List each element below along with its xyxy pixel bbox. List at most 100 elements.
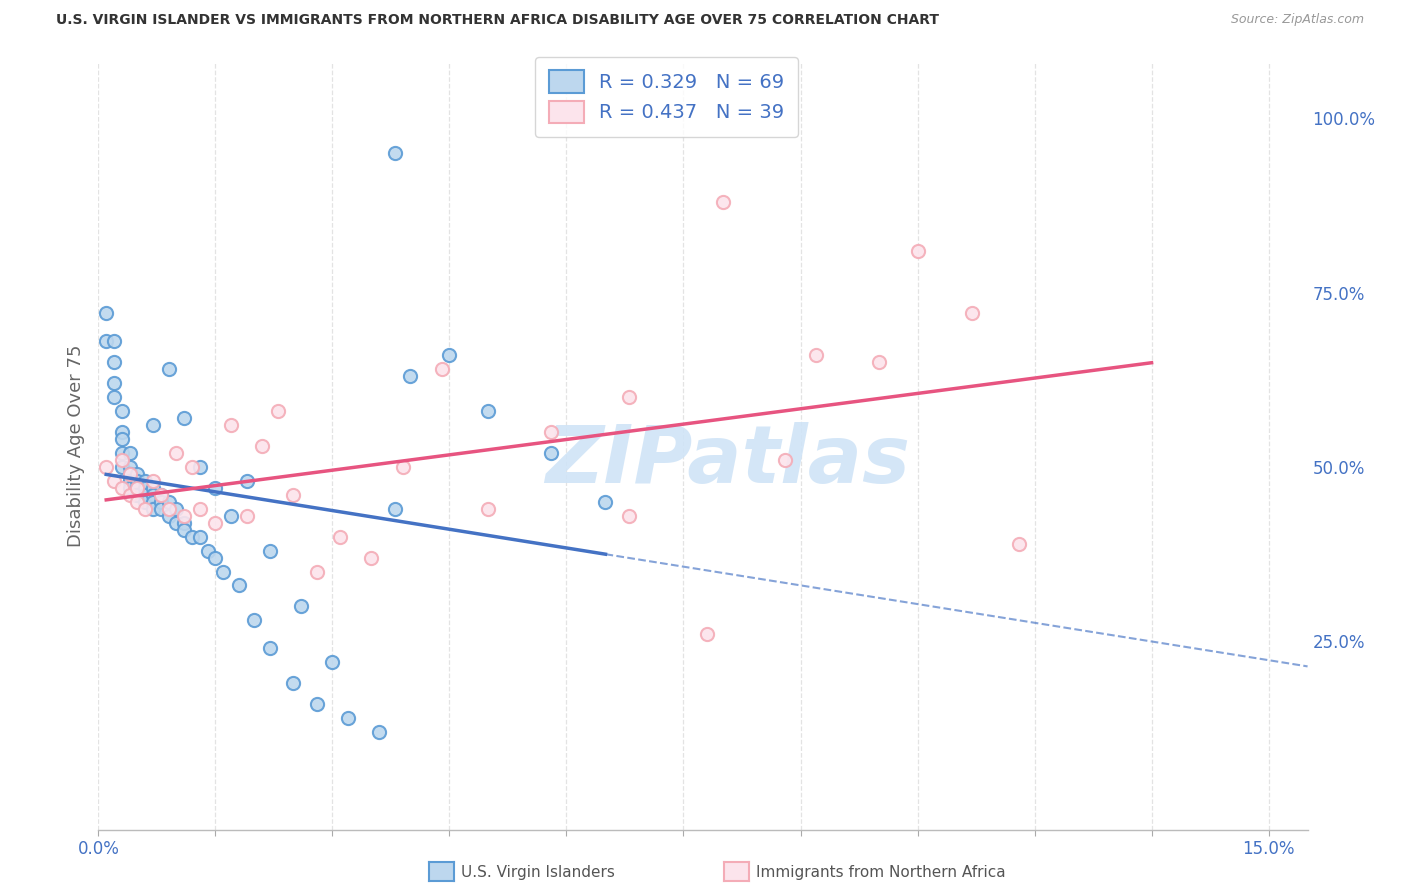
Point bbox=[305, 565, 328, 579]
Point bbox=[118, 488, 141, 502]
Point bbox=[188, 459, 211, 474]
Point bbox=[337, 711, 360, 725]
Point bbox=[134, 495, 156, 509]
Point bbox=[305, 697, 328, 711]
Point bbox=[267, 404, 290, 418]
Point bbox=[157, 501, 180, 516]
Point bbox=[118, 467, 141, 481]
Point bbox=[111, 459, 134, 474]
Point bbox=[252, 439, 274, 453]
Point bbox=[181, 459, 204, 474]
Point bbox=[127, 467, 149, 481]
Point bbox=[96, 306, 118, 320]
Point bbox=[290, 599, 312, 614]
Point bbox=[127, 488, 149, 502]
Point bbox=[96, 459, 118, 474]
Text: U.S. Virgin Islanders: U.S. Virgin Islanders bbox=[461, 865, 614, 880]
Point bbox=[540, 425, 562, 439]
Point bbox=[540, 446, 562, 460]
Point bbox=[235, 474, 257, 488]
Point bbox=[96, 334, 118, 349]
Point bbox=[165, 446, 187, 460]
Point bbox=[127, 495, 149, 509]
Point bbox=[617, 390, 640, 404]
Point bbox=[118, 481, 141, 495]
Point bbox=[118, 467, 141, 481]
Point bbox=[235, 508, 257, 523]
Point bbox=[283, 488, 305, 502]
Point bbox=[219, 418, 242, 433]
Point bbox=[149, 488, 172, 502]
Point bbox=[157, 495, 180, 509]
Point bbox=[111, 404, 134, 418]
Point bbox=[188, 501, 211, 516]
Point bbox=[127, 481, 149, 495]
Point bbox=[142, 481, 165, 495]
Point bbox=[165, 501, 187, 516]
Point bbox=[368, 725, 391, 739]
Text: U.S. VIRGIN ISLANDER VS IMMIGRANTS FROM NORTHERN AFRICA DISABILITY AGE OVER 75 C: U.S. VIRGIN ISLANDER VS IMMIGRANTS FROM … bbox=[56, 13, 939, 28]
Point bbox=[111, 446, 134, 460]
Point bbox=[907, 244, 929, 258]
Point bbox=[157, 362, 180, 376]
Point bbox=[157, 508, 180, 523]
Point bbox=[197, 543, 219, 558]
Point bbox=[595, 495, 617, 509]
Point bbox=[259, 543, 281, 558]
Point bbox=[204, 481, 226, 495]
Point bbox=[617, 508, 640, 523]
Point bbox=[384, 146, 406, 161]
Point bbox=[111, 453, 134, 467]
Point bbox=[134, 501, 156, 516]
Point bbox=[142, 418, 165, 433]
Point bbox=[360, 550, 382, 565]
Point bbox=[477, 404, 499, 418]
Point bbox=[259, 641, 281, 656]
Point bbox=[103, 474, 125, 488]
Point bbox=[173, 411, 195, 425]
Point bbox=[1008, 536, 1031, 550]
Point bbox=[696, 627, 718, 641]
Point bbox=[188, 530, 211, 544]
Point bbox=[149, 501, 172, 516]
Point bbox=[321, 655, 343, 669]
Point bbox=[181, 530, 204, 544]
Point bbox=[111, 481, 134, 495]
Point bbox=[127, 474, 149, 488]
Text: Source: ZipAtlas.com: Source: ZipAtlas.com bbox=[1230, 13, 1364, 27]
Point bbox=[283, 676, 305, 690]
Point bbox=[118, 446, 141, 460]
Point bbox=[165, 516, 187, 530]
Point bbox=[204, 516, 226, 530]
Text: ZIPatlas: ZIPatlas bbox=[544, 422, 910, 500]
Point bbox=[804, 348, 827, 362]
Point bbox=[228, 578, 250, 592]
Point bbox=[173, 516, 195, 530]
Point bbox=[399, 369, 422, 384]
Point bbox=[430, 362, 453, 376]
Y-axis label: Disability Age Over 75: Disability Age Over 75 bbox=[66, 344, 84, 548]
Point bbox=[960, 306, 983, 320]
Text: Immigrants from Northern Africa: Immigrants from Northern Africa bbox=[756, 865, 1007, 880]
Point bbox=[134, 474, 156, 488]
Point bbox=[391, 459, 413, 474]
Point bbox=[118, 459, 141, 474]
Point bbox=[142, 474, 165, 488]
Point bbox=[384, 501, 406, 516]
Point bbox=[142, 488, 165, 502]
Point bbox=[243, 613, 266, 627]
Point bbox=[329, 530, 352, 544]
Point bbox=[149, 488, 172, 502]
Point bbox=[477, 501, 499, 516]
Point bbox=[868, 355, 890, 369]
Point bbox=[173, 508, 195, 523]
Point bbox=[204, 550, 226, 565]
Point bbox=[711, 194, 734, 209]
Legend: R = 0.329   N = 69, R = 0.437   N = 39: R = 0.329 N = 69, R = 0.437 N = 39 bbox=[536, 57, 799, 136]
Point bbox=[142, 501, 165, 516]
Point bbox=[127, 488, 149, 502]
Point bbox=[118, 474, 141, 488]
Point bbox=[149, 495, 172, 509]
Point bbox=[111, 432, 134, 446]
Point bbox=[103, 334, 125, 349]
